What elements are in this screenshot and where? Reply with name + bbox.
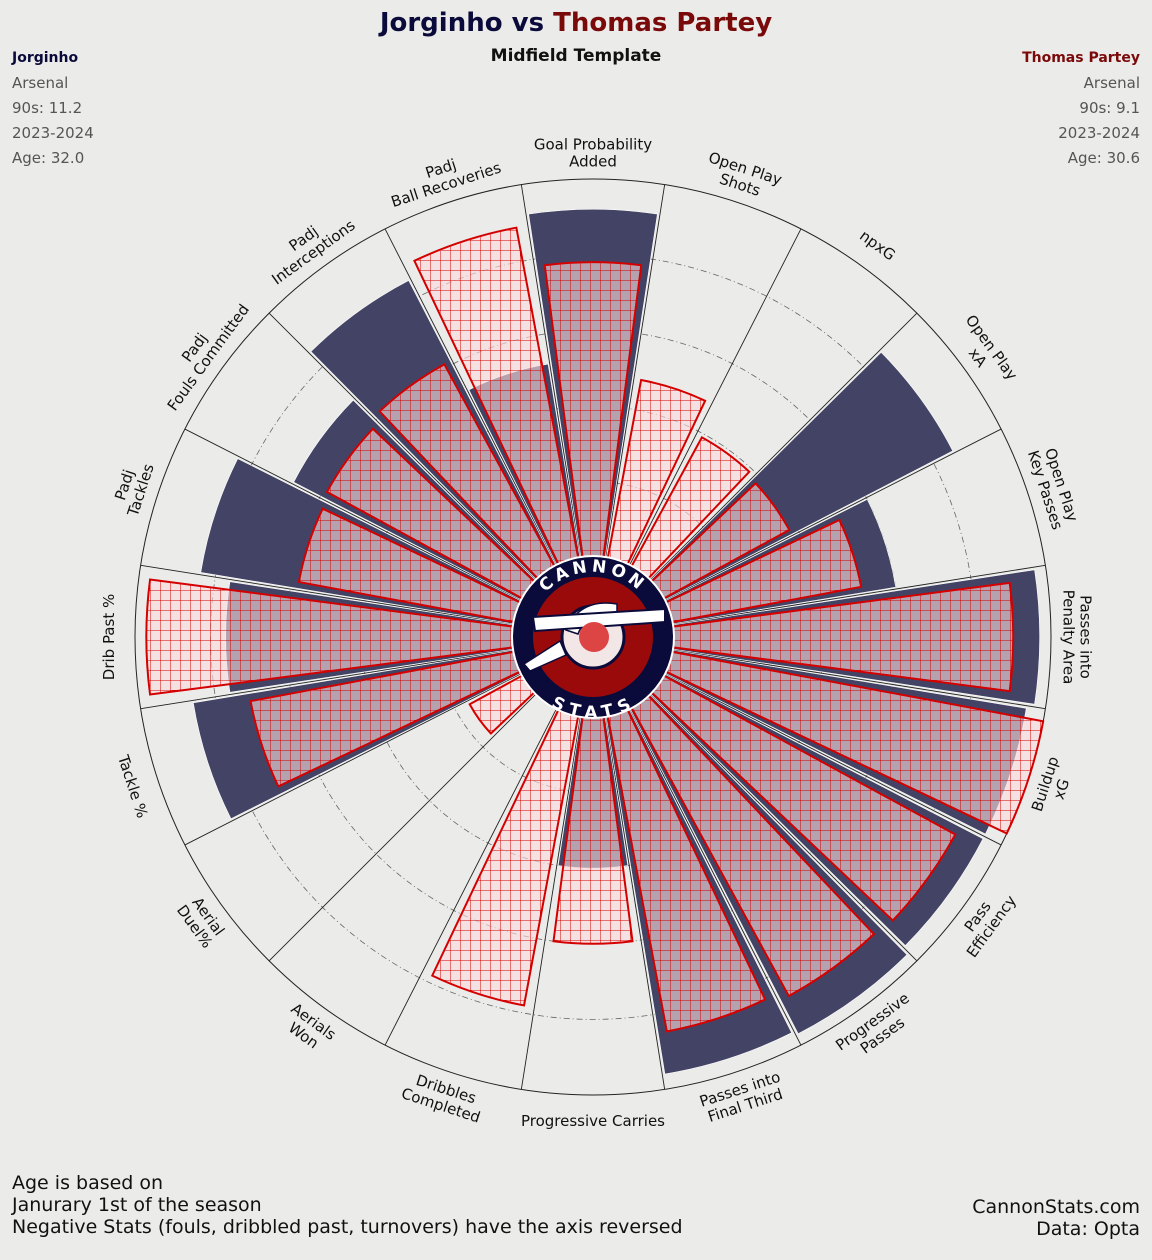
radar-spoke	[140, 649, 515, 710]
cannon-icon	[531, 607, 666, 633]
footer-note-line3: Negative Stats (fouls, dribbled past, tu…	[12, 1216, 683, 1238]
player1-info: Jorginho Arsenal 90s: 11.2 2023-2024 Age…	[12, 46, 94, 171]
cannon-wheel-icon	[522, 639, 567, 672]
player2-info: Thomas Partey Arsenal 90s: 9.1 2023-2024…	[1022, 46, 1140, 171]
player1-nineties: 90s: 11.2	[12, 99, 83, 117]
radar-spoke	[184, 428, 522, 602]
category-label: Progressive Carries	[521, 1112, 665, 1130]
radar-spoke	[649, 312, 918, 581]
footer-note: Age is based on Janurary 1st of the seas…	[12, 1172, 683, 1238]
category-label: PadjTackles	[107, 456, 157, 519]
radar-spoke	[649, 693, 918, 962]
footer-credits: CannonStats.com Data: Opta	[972, 1196, 1140, 1240]
footer-note-line1: Age is based on	[12, 1172, 164, 1194]
category-label: Drib Past %	[100, 594, 118, 680]
player2-season: 2023-2024	[1058, 124, 1140, 142]
cannon-stats-logo: CANNON STATS	[511, 555, 675, 723]
title-player2: Thomas Partey	[553, 8, 773, 38]
radar-spoke	[268, 693, 537, 962]
radar-spoke	[520, 715, 581, 1090]
category-label: BuildupxG	[1028, 754, 1079, 819]
player2-name: Thomas Partey	[1022, 50, 1140, 66]
title-player1: Jorginho	[379, 8, 503, 38]
radar-spoke	[628, 708, 802, 1046]
chart-subtitle: Midfield Template	[490, 46, 662, 66]
radar-spoke	[671, 649, 1046, 710]
player2-series	[145, 226, 1045, 1033]
radar-spoke	[671, 564, 1046, 625]
radar-spoke	[268, 312, 537, 581]
player1-age: Age: 32.0	[12, 149, 85, 167]
category-label: Passes intoPenalty Area	[1060, 590, 1095, 685]
player2-nineties: 90s: 9.1	[1079, 99, 1140, 117]
radar-spoke	[520, 184, 581, 559]
player2-age: Age: 30.6	[1067, 149, 1140, 167]
radar-spoke	[628, 228, 802, 566]
category-label: npxG	[856, 227, 899, 265]
player1-name: Jorginho	[12, 50, 79, 66]
radar-spoke	[605, 184, 666, 559]
category-label: Goal Probability Added	[534, 136, 652, 171]
radar-spoke	[605, 715, 666, 1090]
radar-spoke	[664, 428, 1002, 602]
logo-center-dot	[579, 622, 609, 652]
radar-spoke	[184, 672, 522, 846]
radar-spoke	[664, 672, 1002, 846]
footer-site: CannonStats.com	[972, 1196, 1140, 1218]
chart-title: Jorginho vs Thomas Partey	[0, 8, 1152, 38]
player1-season: 2023-2024	[12, 124, 94, 142]
radar-spoke	[384, 708, 558, 1046]
category-label: Tackle %	[114, 752, 152, 821]
footer-source: Data: Opta	[1036, 1218, 1140, 1240]
radar-spoke	[384, 228, 558, 566]
player1-team: Arsenal	[12, 74, 69, 92]
radar-spoke	[140, 564, 515, 625]
title-vs: vs	[511, 8, 545, 38]
footer-note-line2: Janurary 1st of the season	[12, 1194, 262, 1216]
player2-team: Arsenal	[1083, 74, 1140, 92]
